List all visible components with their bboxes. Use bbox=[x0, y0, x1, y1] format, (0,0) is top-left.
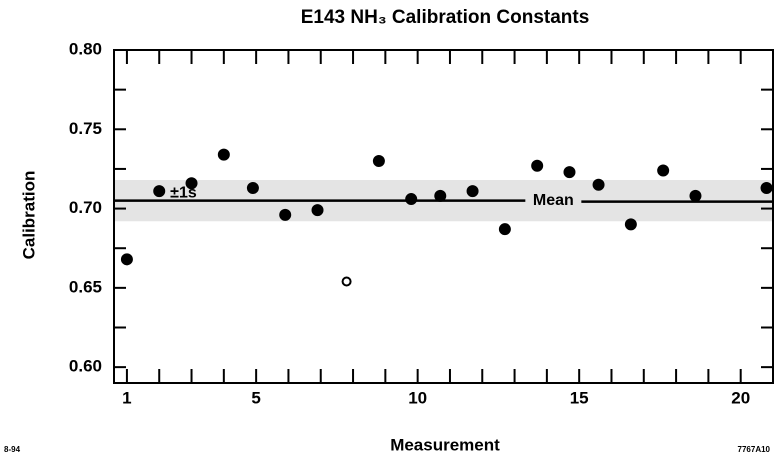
x-tick-label: 15 bbox=[570, 388, 589, 407]
x-tick-label: 1 bbox=[122, 388, 131, 407]
x-tick-label: 5 bbox=[251, 388, 260, 407]
data-point bbox=[498, 223, 511, 236]
data-point bbox=[341, 276, 352, 287]
y-tick-label: 0.70 bbox=[69, 198, 102, 217]
data-point bbox=[246, 181, 259, 194]
data-point bbox=[760, 181, 773, 194]
data-point bbox=[657, 164, 670, 177]
data-point bbox=[689, 189, 702, 202]
data-point bbox=[405, 193, 418, 206]
data-point bbox=[372, 155, 385, 167]
y-tick-label: 0.80 bbox=[69, 39, 102, 58]
x-tick-label: 10 bbox=[408, 388, 427, 407]
plot-frame bbox=[113, 49, 774, 384]
footnote: 8-94 bbox=[4, 445, 21, 454]
data-point bbox=[466, 185, 479, 198]
data-point bbox=[434, 189, 447, 202]
y-tick-label: 0.65 bbox=[69, 277, 102, 296]
data-point bbox=[624, 218, 637, 231]
data-point bbox=[217, 148, 230, 161]
mean-label: Mean bbox=[533, 192, 574, 209]
data-point bbox=[185, 177, 198, 190]
y-axis-label: Calibration bbox=[19, 171, 38, 260]
x-tick-label: 20 bbox=[731, 388, 750, 407]
y-tick-label: 0.75 bbox=[69, 119, 102, 138]
y-tick-label: 0.60 bbox=[69, 357, 102, 376]
footnote: 7767A10 bbox=[738, 445, 771, 454]
data-point bbox=[120, 253, 133, 266]
data-point bbox=[153, 185, 166, 198]
chart-title: E143 NH₃ Calibration Constants bbox=[301, 7, 590, 28]
data-point bbox=[279, 208, 292, 221]
data-point bbox=[531, 159, 544, 172]
data-point bbox=[311, 204, 324, 217]
data-point bbox=[592, 178, 605, 191]
x-axis-label: Measurement bbox=[390, 435, 500, 454]
data-point bbox=[563, 166, 576, 179]
